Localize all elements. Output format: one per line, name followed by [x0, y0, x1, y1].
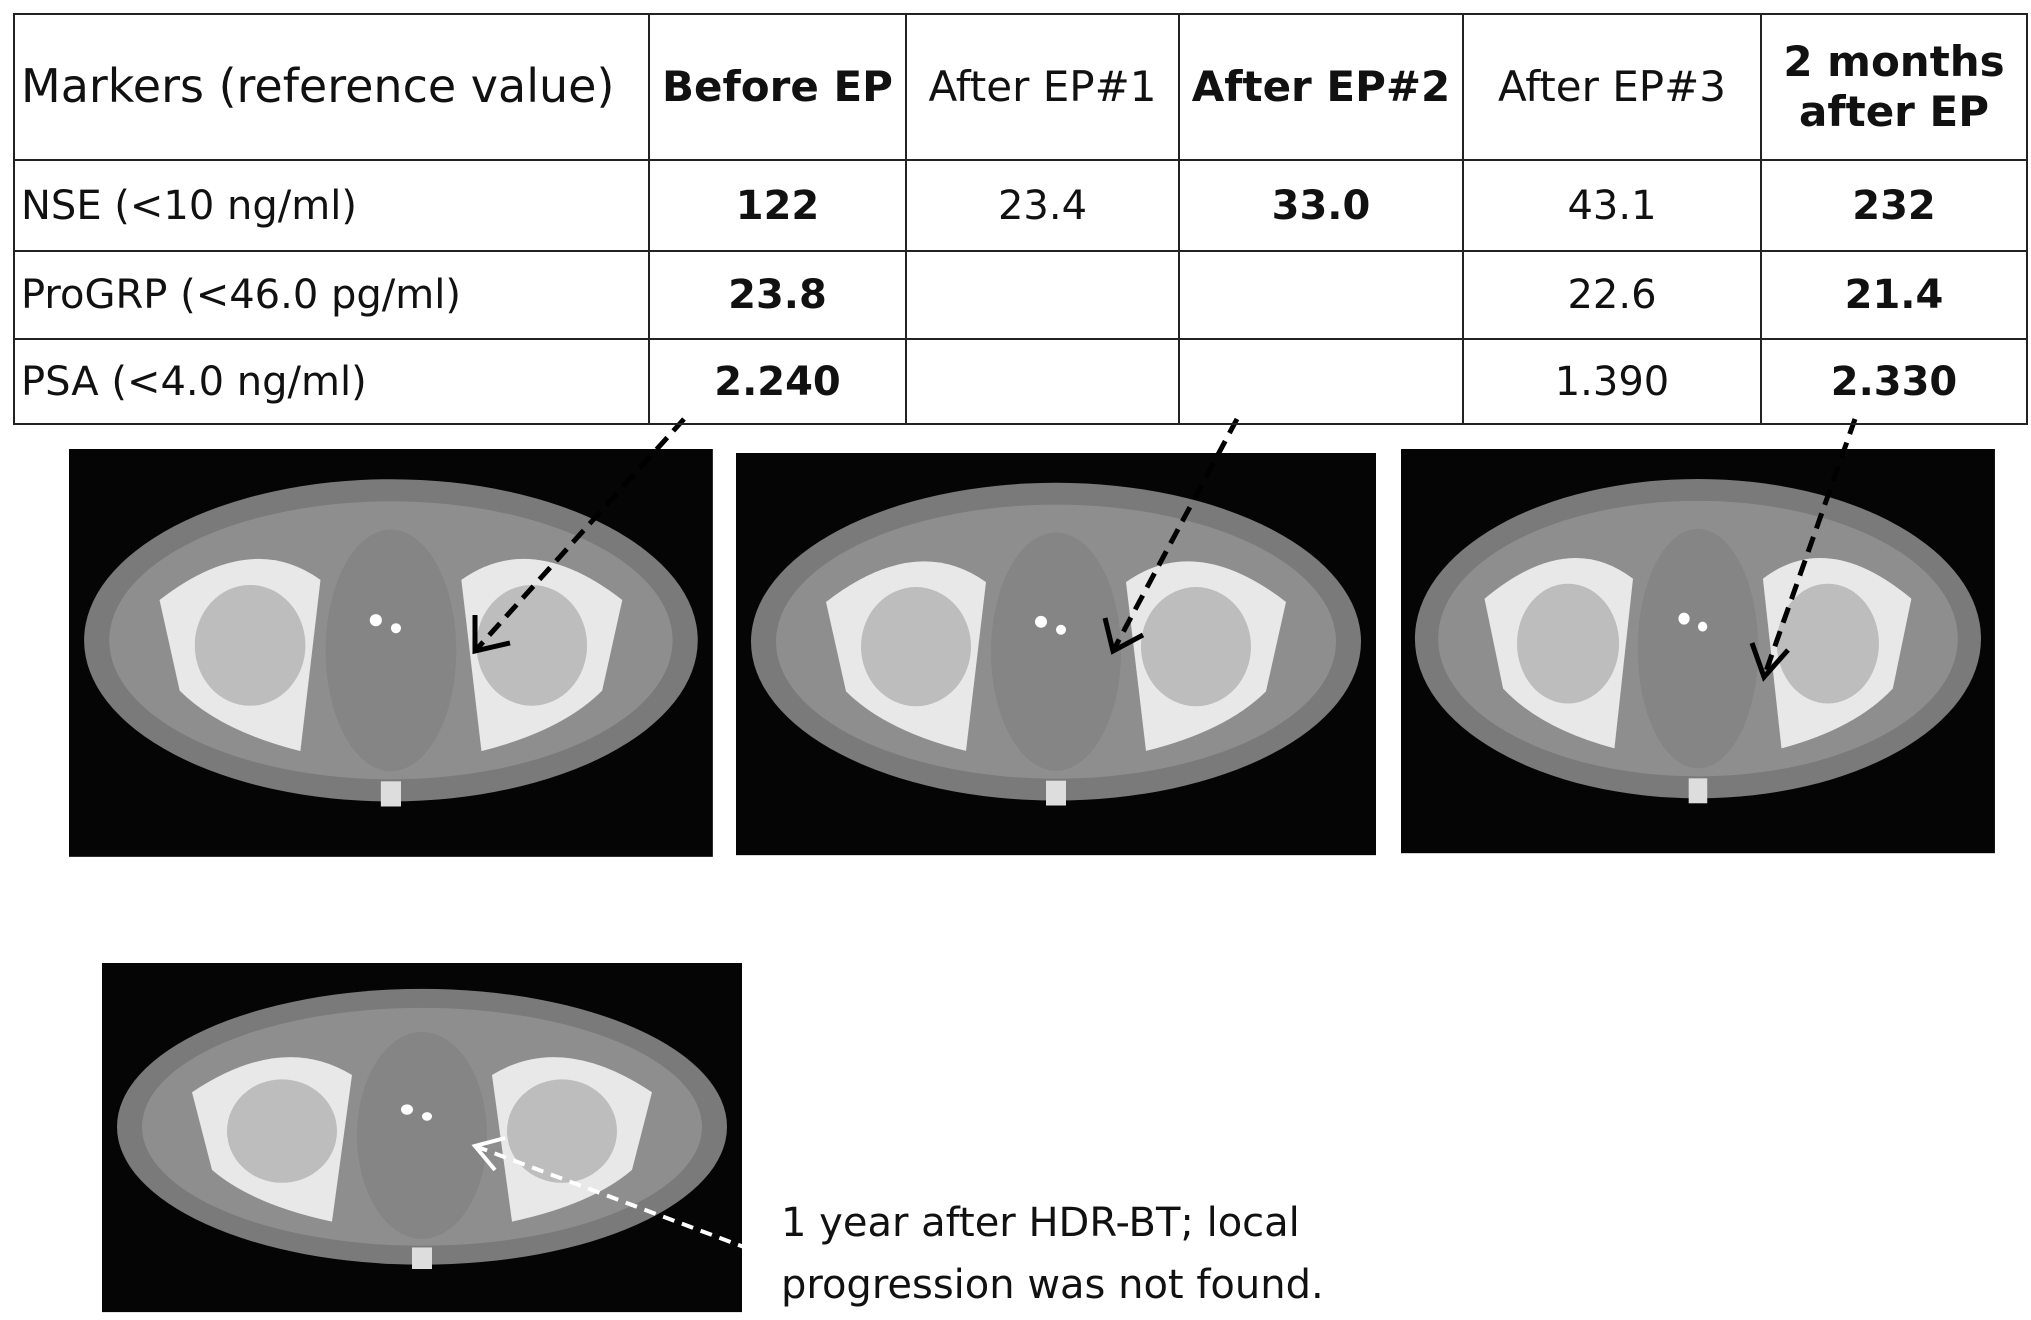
table-cell — [1178, 250, 1464, 340]
table-cell: Before EP — [648, 13, 907, 161]
table-cell: 2 months after EP — [1760, 13, 2028, 161]
table-cell: PSA (<4.0 ng/ml) — [13, 338, 650, 425]
table-cell: After EP#2 — [1178, 13, 1464, 161]
table-row: ProGRP (<46.0 pg/ml) 23.8 22.6 21.4 — [13, 250, 2028, 340]
white-arrow — [471, 1136, 769, 1258]
header-row: Markers (reference value) Before EP After … — [13, 13, 2028, 161]
ct-image — [102, 963, 742, 1313]
table-cell: 43.1 — [1462, 159, 1762, 252]
ct-image — [1401, 449, 1995, 854]
table-cell: 23.8 — [648, 250, 907, 340]
table-row: PSA (<4.0 ng/ml) 2.240 1.390 2.330 — [13, 338, 2028, 425]
arrows — [473, 417, 1858, 678]
table-cell: After EP#1 — [905, 13, 1180, 161]
table-cell: 21.4 — [1760, 250, 2028, 340]
table-cell — [1178, 338, 1464, 425]
table-cell: 122 — [648, 159, 907, 252]
caption-line: 1 year after HDR-BT; local — [781, 1200, 1300, 1246]
caption-line: progression was not found. — [781, 1262, 1324, 1308]
table-cell: NSE (<10 ng/ml) — [13, 159, 650, 252]
ct-image — [736, 453, 1376, 856]
table-cell — [905, 250, 1180, 340]
table-cell: 2.240 — [648, 338, 907, 425]
table-cell: 22.6 — [1462, 250, 1762, 340]
marker-table: Markers (reference value) Before EP After … — [13, 13, 2028, 425]
table-cell: After EP#3 — [1462, 13, 1762, 161]
table-cell: Markers (reference value) — [13, 13, 650, 161]
table-cell — [905, 338, 1180, 425]
table-cell: 23.4 — [905, 159, 1180, 252]
table-row: NSE (<10 ng/ml) 122 23.4 33.0 43.1 232 — [13, 159, 2028, 252]
table-cell: 232 — [1760, 159, 2028, 252]
table-cell: 33.0 — [1178, 159, 1464, 252]
table-cell: 2.330 — [1760, 338, 2028, 425]
table-cell: 1.390 — [1462, 338, 1762, 425]
ct-image — [69, 449, 713, 857]
table-cell: ProGRP (<46.0 pg/ml) — [13, 250, 650, 340]
